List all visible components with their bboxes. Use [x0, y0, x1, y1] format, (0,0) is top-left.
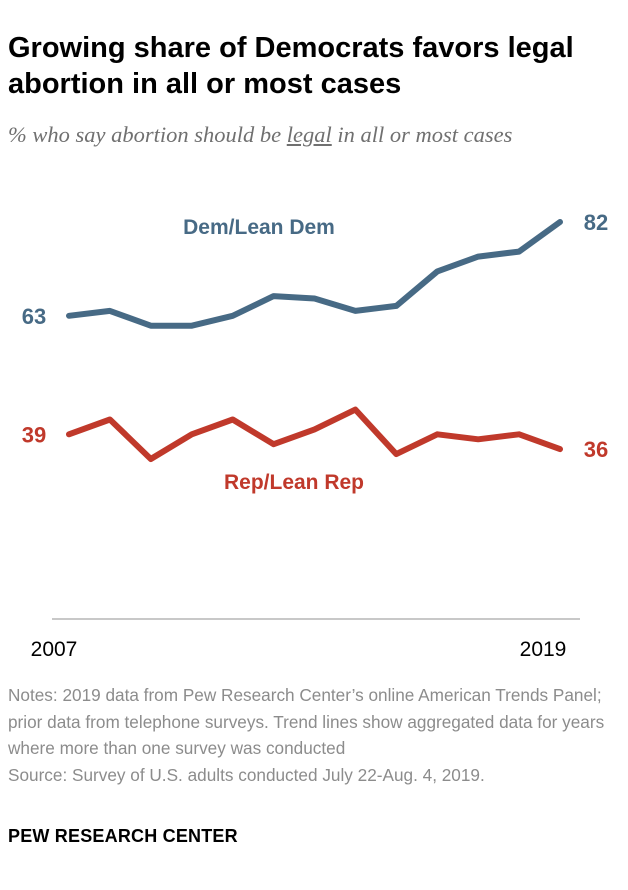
data-point-rep-2017	[475, 436, 481, 442]
subtitle-text-start: % who say abortion should be	[8, 122, 287, 147]
data-point-dem-2018	[516, 249, 522, 255]
end-value-label-dem: 82	[584, 210, 608, 235]
data-point-dem-2009	[148, 323, 154, 329]
chart-source: Source: Survey of U.S. adults conducted …	[8, 764, 485, 785]
start-value-label-dem: 63	[22, 304, 46, 329]
series-name-label-dem: Dem/Lean Dem	[183, 216, 335, 239]
brand-wordmark: PEW RESEARCH CENTER	[8, 826, 238, 846]
data-point-dem-2016	[434, 268, 440, 274]
chart-subtitle: % who say abortion should be legal in al…	[8, 121, 623, 149]
x-axis-ticks: 2007 2019	[31, 638, 567, 661]
data-point-rep-2013	[312, 426, 318, 432]
data-point-rep-2014	[352, 407, 358, 413]
data-point-dem-2019	[557, 219, 563, 225]
data-point-rep-2015	[393, 451, 399, 457]
chart-title: Growing share of Democrats favors legal …	[8, 32, 574, 100]
data-point-rep-2018	[516, 431, 522, 437]
data-point-dem-2010	[189, 323, 195, 329]
line-chart: 63 82 Dem/Lean Dem 39 36 Rep/Lean Rep 2007 201…	[22, 210, 608, 661]
chart-notes-block: Notes: 2019 data from Pew Research Cente…	[8, 682, 623, 788]
data-point-dem-2014	[352, 308, 358, 314]
data-point-rep-2008	[107, 417, 113, 423]
data-point-rep-2007	[66, 431, 72, 437]
series-line-rep	[66, 406, 563, 462]
series-name-label-rep: Rep/Lean Rep	[224, 471, 364, 494]
data-point-rep-2019	[557, 446, 563, 452]
data-point-dem-2013	[312, 296, 318, 302]
data-point-rep-2012	[271, 441, 277, 447]
subtitle-text-end: in all or most cases	[331, 122, 513, 147]
data-point-rep-2016	[434, 431, 440, 437]
chart-notes: Notes: 2019 data from Pew Research Cente…	[8, 685, 605, 758]
series-line-dem	[66, 219, 563, 329]
data-point-rep-2010	[189, 431, 195, 437]
data-point-dem-2008	[107, 308, 113, 314]
data-point-rep-2011	[230, 417, 236, 423]
subtitle-text-underlined: legal	[286, 122, 332, 147]
x-tick-label-2007: 2007	[31, 638, 78, 661]
data-point-dem-2007	[66, 313, 72, 319]
data-point-dem-2011	[230, 313, 236, 319]
data-point-rep-2009	[148, 456, 154, 462]
data-point-dem-2015	[393, 303, 399, 309]
data-point-dem-2012	[271, 293, 277, 299]
series-layer: 63 82 Dem/Lean Dem 39 36 Rep/Lean Rep	[22, 210, 608, 494]
x-tick-label-2019: 2019	[520, 638, 567, 661]
end-value-label-rep: 36	[584, 437, 608, 462]
data-point-dem-2017	[475, 254, 481, 260]
start-value-label-rep: 39	[22, 422, 46, 447]
